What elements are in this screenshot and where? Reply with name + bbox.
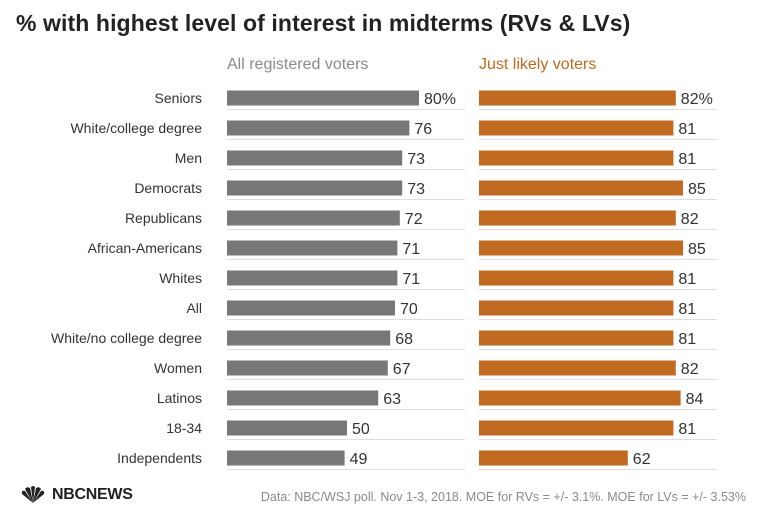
bar-registered <box>227 120 410 136</box>
data-label: 81 <box>678 271 696 288</box>
bar-registered <box>227 390 379 406</box>
nbc-news-logo: NBCNEWS <box>20 486 133 504</box>
data-label: 49 <box>350 451 368 468</box>
bar-registered <box>227 360 388 376</box>
category-label: All <box>186 300 202 316</box>
data-label: 81 <box>678 331 696 348</box>
data-label: 50 <box>352 421 370 438</box>
data-label: 81 <box>678 421 696 438</box>
category-label: Republicans <box>125 210 202 226</box>
data-label: 76 <box>414 121 432 138</box>
data-label: 85 <box>688 181 706 198</box>
bar-registered <box>227 180 403 196</box>
data-label: 62 <box>633 451 651 468</box>
category-label: Democrats <box>134 180 202 196</box>
data-label: 81 <box>678 151 696 168</box>
bar-likely <box>479 420 674 436</box>
category-label: White/college degree <box>70 120 202 136</box>
bar-chart: All registered voters Just likely voters S… <box>51 56 717 470</box>
bar-likely <box>479 120 674 136</box>
category-label: Men <box>175 150 202 166</box>
bar-registered <box>227 150 403 166</box>
data-label: 68 <box>395 331 413 348</box>
category-label: Whites <box>159 270 202 286</box>
bar-likely <box>479 300 674 316</box>
bar-registered <box>227 420 347 436</box>
chart-title: % with highest level of interest in midt… <box>16 10 631 36</box>
data-label: 82 <box>681 211 699 228</box>
bar-likely <box>479 240 683 256</box>
data-label: 84 <box>686 391 704 408</box>
bar-likely <box>479 210 676 226</box>
data-label: 70 <box>400 301 418 318</box>
data-label: 82% <box>681 91 713 108</box>
bar-likely <box>479 330 674 346</box>
category-label: Women <box>154 360 202 376</box>
data-label: 71 <box>402 271 420 288</box>
bar-likely <box>479 180 683 196</box>
category-label: 18-34 <box>166 420 202 436</box>
data-label: 63 <box>383 391 401 408</box>
bar-registered <box>227 450 345 466</box>
bar-registered <box>227 240 398 256</box>
series-header-likely: Just likely voters <box>479 56 596 73</box>
bar-registered <box>227 330 391 346</box>
category-label: Independents <box>117 450 202 466</box>
category-label: Seniors <box>155 90 202 106</box>
series-header-registered: All registered voters <box>227 56 368 73</box>
bar-likely <box>479 270 674 286</box>
data-label: 67 <box>393 361 411 378</box>
bar-registered <box>227 270 398 286</box>
data-label: 73 <box>407 181 425 198</box>
data-label: 80% <box>424 91 456 108</box>
data-label: 82 <box>681 361 699 378</box>
data-label: 71 <box>402 241 420 258</box>
data-label: 72 <box>405 211 423 228</box>
bar-registered <box>227 90 419 106</box>
logo-text: NBCNEWS <box>52 486 133 503</box>
source-note: Data: NBC/WSJ poll. Nov 1-3, 2018. MOE f… <box>260 490 746 504</box>
nbc-peacock-icon <box>21 486 45 503</box>
data-label: 85 <box>688 241 706 258</box>
bar-registered <box>227 210 400 226</box>
category-label: White/no college degree <box>51 330 202 346</box>
category-label: Latinos <box>157 390 202 406</box>
category-label: African-Americans <box>88 240 202 256</box>
bar-likely <box>479 450 628 466</box>
bar-likely <box>479 150 674 166</box>
bar-likely <box>479 360 676 376</box>
bar-registered <box>227 300 395 316</box>
data-label: 81 <box>678 301 696 318</box>
data-label: 81 <box>678 121 696 138</box>
data-label: 73 <box>407 151 425 168</box>
bar-likely <box>479 90 676 106</box>
bar-likely <box>479 390 681 406</box>
